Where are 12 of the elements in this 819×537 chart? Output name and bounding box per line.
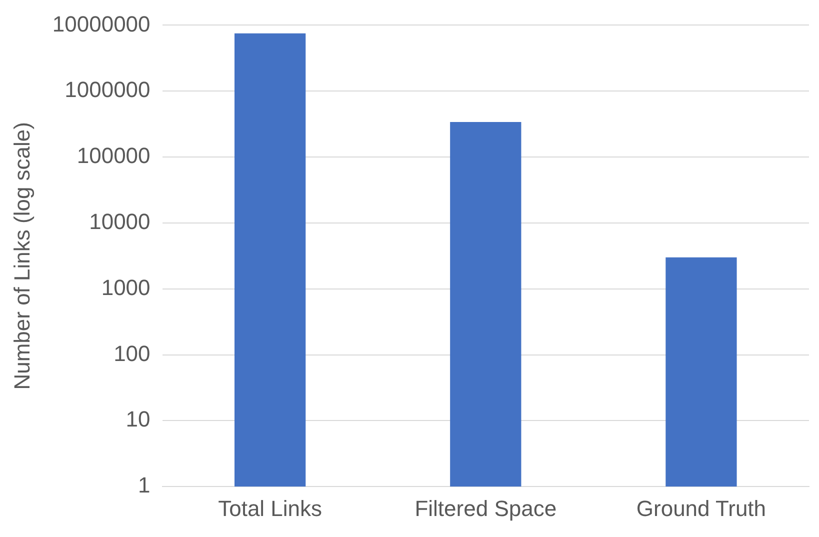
y-tick-label: 10000000 [52,11,150,36]
y-axis-title: Number of Links (log scale) [9,122,34,390]
x-tick-label: Ground Truth [636,496,766,521]
y-tick-label: 100 [114,340,150,366]
x-tick-label: Total Links [218,496,322,521]
y-tick-label: 100000 [76,143,150,168]
y-tick-label: 1 [138,472,150,498]
y-tick-label: 10 [126,406,150,432]
y-tick-label: 1000000 [64,77,150,102]
x-tick-label: Filtered Space [414,496,557,521]
y-tick-label: 10000 [89,209,150,234]
y-tick-label: 1000 [101,274,150,300]
